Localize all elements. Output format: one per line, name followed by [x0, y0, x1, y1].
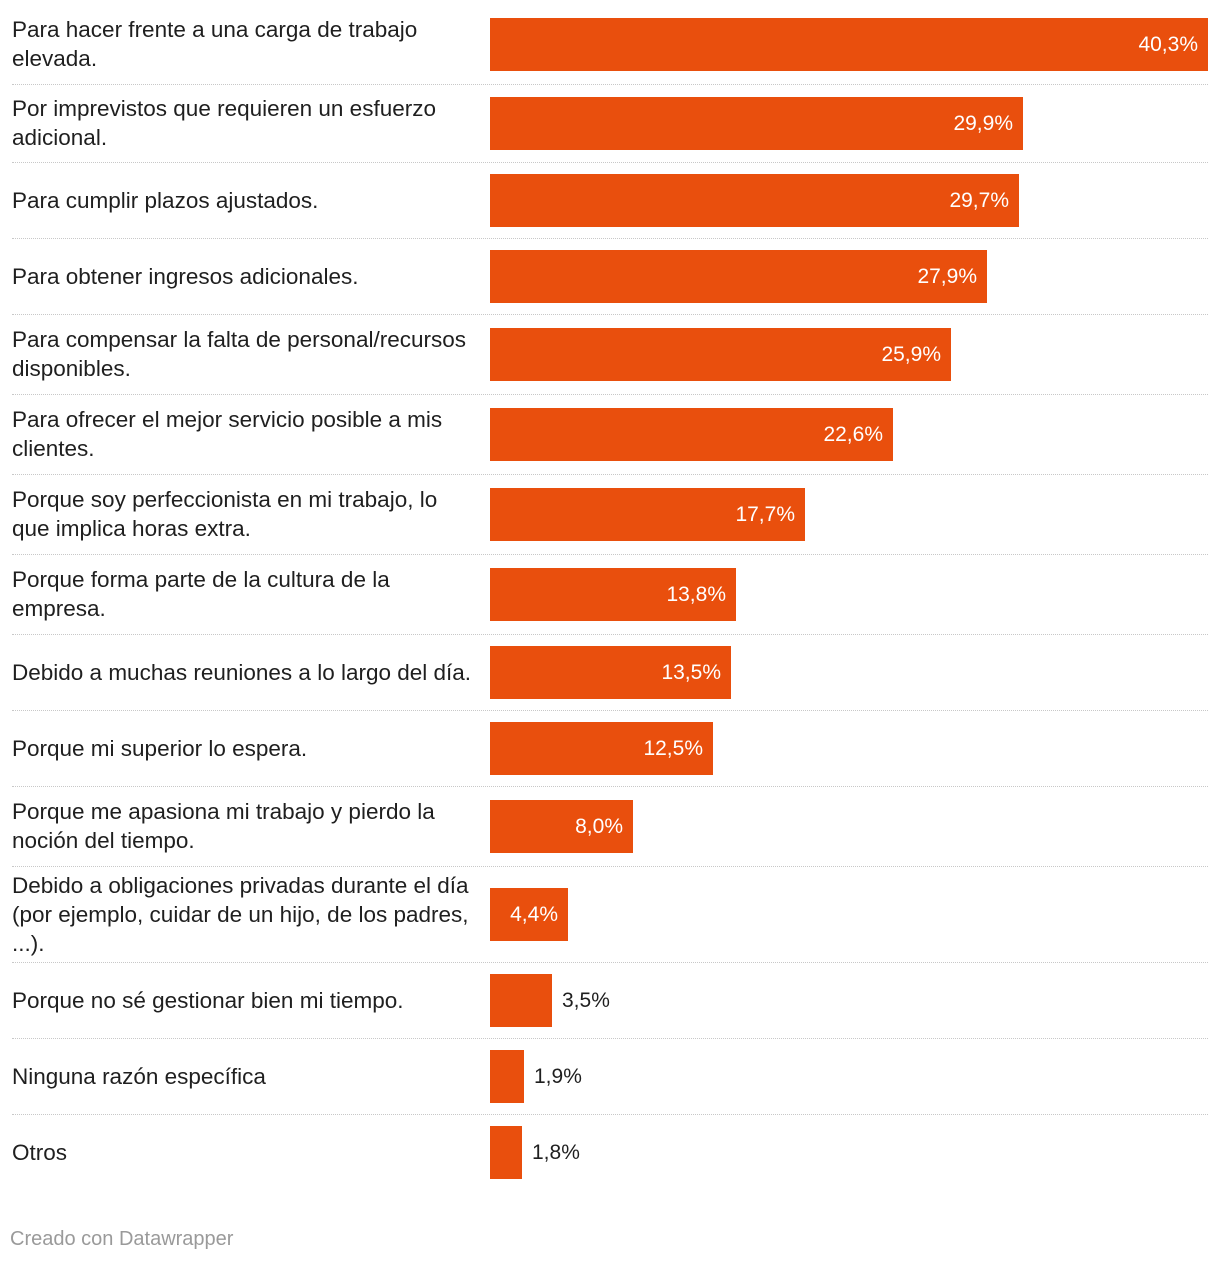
bar — [490, 1126, 522, 1179]
bar-value-label: 17,7% — [735, 503, 795, 526]
bar-row: Debido a obligaciones privadas durante e… — [12, 868, 1208, 964]
bar-row: Para obtener ingresos adicionales. 27,9% — [12, 240, 1208, 316]
bar-row: Ninguna razón específica 1,9% — [12, 1040, 1208, 1116]
bar — [490, 1050, 524, 1103]
category-label: Porque soy perfeccionista en mi trabajo,… — [12, 487, 438, 541]
bar-row: Porque forma parte de la cultura de la e… — [12, 556, 1208, 636]
row-divider — [12, 866, 1208, 867]
bar-chart: Para hacer frente a una carga de trabajo… — [12, 6, 1208, 1192]
category-label: Debido a muchas reuniones a lo largo del… — [12, 659, 472, 685]
row-divider — [12, 238, 1208, 239]
category-label: Debido a obligaciones privadas durante e… — [12, 872, 469, 956]
bar-row: Debido a muchas reuniones a lo largo del… — [12, 636, 1208, 712]
bar — [490, 488, 805, 541]
bar-value-label: 3,5% — [562, 989, 610, 1012]
bar-row: Para cumplir plazos ajustados. 29,7% — [12, 164, 1208, 240]
bar-row: Porque soy perfeccionista en mi trabajo,… — [12, 476, 1208, 556]
row-divider — [12, 84, 1208, 85]
category-label: Porque no sé gestionar bien mi tiempo. — [12, 987, 404, 1013]
row-divider — [12, 314, 1208, 315]
bar-row: Para compensar la falta de personal/recu… — [12, 316, 1208, 396]
category-label: Otros — [12, 1139, 68, 1165]
bar-row: Por imprevistos que requieren un esfuerz… — [12, 86, 1208, 164]
bar-row: Para hacer frente a una carga de trabajo… — [12, 6, 1208, 86]
bar-row: Para ofrecer el mejor servicio posible a… — [12, 396, 1208, 476]
bar-row: Otros 1,8% — [12, 1116, 1208, 1192]
bar-value-label: 12,5% — [643, 737, 703, 760]
bar — [490, 888, 568, 941]
bar-row: Porque no sé gestionar bien mi tiempo. 3,… — [12, 964, 1208, 1040]
bar-value-label: 1,8% — [532, 1141, 580, 1164]
bar — [490, 408, 893, 461]
bar-value-label: 8,0% — [575, 815, 623, 838]
bar-value-label: 40,3% — [1138, 33, 1198, 56]
bar — [490, 97, 1023, 150]
bar — [490, 800, 633, 853]
bar — [490, 250, 987, 303]
bar-value-label: 22,6% — [823, 423, 883, 446]
category-label: Para compensar la falta de personal/recu… — [12, 327, 466, 381]
row-divider — [12, 162, 1208, 163]
bar-value-label: 4,4% — [510, 903, 558, 926]
bar — [490, 18, 1208, 71]
row-divider — [12, 554, 1208, 555]
category-label: Porque forma parte de la cultura de la e… — [12, 567, 390, 621]
row-divider — [12, 474, 1208, 475]
row-divider — [12, 394, 1208, 395]
category-label: Para obtener ingresos adicionales. — [12, 263, 359, 289]
bar — [490, 328, 951, 381]
bar-value-label: 29,9% — [953, 112, 1013, 135]
bar-value-label: 13,5% — [661, 661, 721, 684]
row-divider — [12, 962, 1208, 963]
category-label: Para hacer frente a una carga de trabajo… — [12, 17, 418, 71]
category-label: Por imprevistos que requieren un esfuerz… — [12, 96, 436, 150]
bar — [490, 722, 713, 775]
bar-value-label: 13,8% — [666, 583, 726, 606]
category-label: Porque mi superior lo espera. — [12, 735, 308, 761]
category-label: Para ofrecer el mejor servicio posible a… — [12, 407, 443, 461]
bar-value-label: 29,7% — [949, 189, 1009, 212]
row-divider — [12, 786, 1208, 787]
row-divider — [12, 634, 1208, 635]
bar-value-label: 1,9% — [534, 1065, 582, 1088]
category-label: Porque me apasiona mi trabajo y pierdo l… — [12, 799, 435, 853]
bar-value-label: 27,9% — [917, 265, 977, 288]
row-divider — [12, 1114, 1208, 1115]
bar-value-label: 25,9% — [881, 343, 941, 366]
bar — [490, 646, 731, 699]
chart-credit[interactable]: Creado con Datawrapper — [10, 1228, 234, 1250]
bar-row: Porque mi superior lo espera. 12,5% — [12, 712, 1208, 788]
row-divider — [12, 710, 1208, 711]
bar — [490, 174, 1019, 227]
bar — [490, 974, 552, 1027]
category-label: Para cumplir plazos ajustados. — [12, 187, 319, 213]
row-divider — [12, 1038, 1208, 1039]
bar-row: Porque me apasiona mi trabajo y pierdo l… — [12, 788, 1208, 868]
category-label: Ninguna razón específica — [12, 1063, 266, 1089]
bar — [490, 568, 736, 621]
